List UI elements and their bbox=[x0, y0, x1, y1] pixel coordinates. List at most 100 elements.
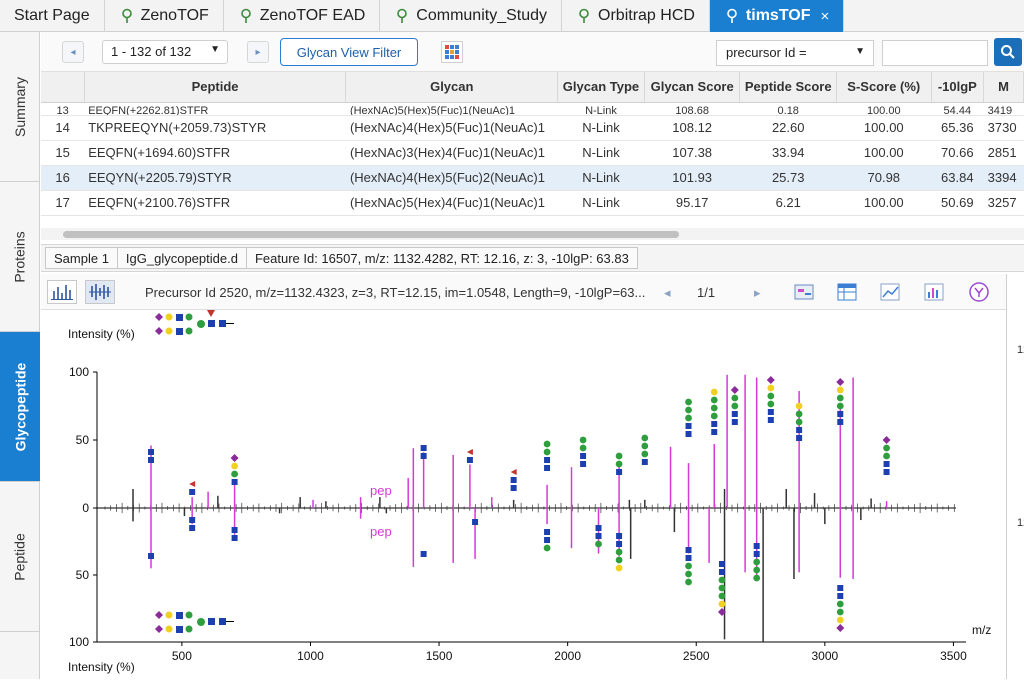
tab-start-page[interactable]: Start Page bbox=[0, 0, 105, 32]
export-icon[interactable] bbox=[793, 281, 815, 303]
table-cell: 101.93 bbox=[644, 165, 740, 191]
line-chart-icon[interactable] bbox=[879, 281, 901, 303]
glycan-hex-glyph bbox=[685, 406, 692, 414]
glycan-hexnac-glyph bbox=[796, 427, 803, 433]
x-tick-label: 500 bbox=[172, 649, 192, 663]
breadcrumb-file[interactable]: IgG_glycopeptide.d bbox=[116, 247, 247, 269]
close-icon[interactable]: × bbox=[820, 7, 830, 25]
table-row[interactable]: 16 EEQYN(+2205.79)STYR (HexNAc)4(Hex)5(Fuc… bbox=[41, 165, 1024, 191]
search-button[interactable] bbox=[994, 38, 1022, 66]
glycan-hex-glyph bbox=[185, 327, 193, 335]
document-tab-bar: Start Page ZenoTOF ZenoTOF EAD Community_St… bbox=[0, 0, 1024, 32]
glycan-hexnac-glyph bbox=[685, 431, 692, 437]
table-cell: TKPREEQYN(+2059.73)STYR bbox=[84, 115, 346, 141]
column-header-mass[interactable]: M bbox=[983, 72, 1024, 103]
glycan-hex-glyph bbox=[641, 442, 649, 450]
x-tick-label: 2500 bbox=[683, 649, 710, 663]
glycan-hexnac-glyph bbox=[231, 535, 238, 541]
y-tick-label: 0 bbox=[82, 501, 89, 515]
page-range-select[interactable]: 1 - 132 of 132 ▼ bbox=[102, 40, 228, 64]
column-header-glycan[interactable]: Glycan bbox=[345, 72, 559, 103]
column-header-glycan-score[interactable]: Glycan Score bbox=[644, 72, 741, 103]
glycan-hex-glyph bbox=[767, 400, 775, 408]
glycan-hex-glyph bbox=[165, 313, 173, 321]
column-header-index[interactable] bbox=[41, 72, 85, 103]
glycan-hexnac-glyph bbox=[189, 525, 196, 531]
spectrum-previous-button[interactable]: ◂ bbox=[664, 285, 671, 300]
side-tab-peptide[interactable]: Peptide bbox=[0, 482, 40, 632]
table-view-icon[interactable] bbox=[836, 281, 858, 303]
table-row[interactable]: 17 EEQFN(+2100.76)STFR (HexNAc)5(Hex)4(Fuc… bbox=[41, 190, 1024, 216]
search-field-value: precursor Id = bbox=[726, 45, 807, 60]
table-row[interactable]: 14 TKPREEQYN(+2059.73)STYR (HexNAc)4(Hex)5… bbox=[41, 115, 1024, 141]
spectrum-plot[interactable]: 100 50 0 50 100 500 1000 1500 2000 2500 3000 3500 m/… bbox=[41, 310, 1006, 679]
side-tab-proteins[interactable]: Proteins bbox=[0, 182, 40, 332]
column-header-s-score[interactable]: S-Score (%) bbox=[836, 72, 932, 103]
glycan-neuac-glyph bbox=[836, 624, 845, 632]
side-tab-glycopeptide-label: Glycopeptide bbox=[12, 362, 28, 451]
table-row[interactable]: 15 EEQFN(+1694.60)STFR (HexNAc)3(Hex)4(Fuc… bbox=[41, 140, 1024, 166]
bar-chart-icon[interactable] bbox=[923, 281, 945, 303]
glycan-hex-glyph bbox=[836, 608, 844, 616]
glycan-hex-glyph bbox=[710, 412, 718, 420]
previous-page-button[interactable]: ◂ bbox=[62, 41, 84, 63]
glycan-hex-glyph bbox=[543, 448, 551, 456]
glycan-hexnac-glyph bbox=[189, 489, 196, 495]
glycan-hexnac-glyph bbox=[510, 477, 517, 483]
pin-icon bbox=[121, 8, 132, 23]
tab-orbitrap-hcd[interactable]: Orbitrap HCD bbox=[562, 0, 710, 32]
scrollbar-thumb[interactable] bbox=[63, 231, 679, 238]
x-axis-label: m/z bbox=[972, 623, 991, 637]
glycan-hexnac-glyph bbox=[189, 517, 196, 523]
glycan-hex-glyph bbox=[718, 576, 726, 584]
search-input[interactable] bbox=[882, 40, 988, 66]
pin-icon bbox=[579, 8, 589, 23]
table-header-row: Peptide Glycan Glycan Type Glycan Score … bbox=[41, 72, 1024, 103]
glycan-hexnac-glyph bbox=[796, 435, 803, 441]
glycan-hex-glyph bbox=[836, 386, 844, 394]
tab-label: ZenoTOF EAD bbox=[259, 7, 366, 24]
side-tab-glycopeptide[interactable]: Glycopeptide bbox=[0, 332, 40, 482]
breadcrumb-sample[interactable]: Sample 1 bbox=[45, 247, 118, 269]
table-horizontal-scrollbar[interactable] bbox=[41, 228, 1024, 240]
column-chooser-icon[interactable] bbox=[441, 41, 463, 63]
table-row[interactable]: 13 EEQFN(+2262.81)STFR (HexNAc)5(Hex)5(Fuc… bbox=[41, 102, 1024, 116]
tab-label: timsTOF bbox=[745, 7, 811, 24]
table-cell: 70.98 bbox=[836, 165, 931, 191]
breadcrumb-feature[interactable]: Feature Id: 16507, m/z: 1132.4282, RT: 1… bbox=[245, 247, 638, 269]
tab-zenotof-ead[interactable]: ZenoTOF EAD bbox=[224, 0, 381, 32]
glycan-hexnac-glyph bbox=[685, 547, 692, 553]
y-tick-label: 100 bbox=[69, 365, 89, 379]
glycan-neuac-glyph bbox=[836, 378, 845, 386]
glycan-view-filter-button[interactable]: Glycan View Filter bbox=[280, 38, 418, 66]
table-cell: 100.00 bbox=[836, 140, 931, 166]
table-cell: 107.38 bbox=[644, 140, 740, 166]
column-header-peptide[interactable]: Peptide bbox=[84, 72, 347, 103]
next-page-button[interactable]: ▸ bbox=[247, 41, 269, 63]
glycan-hexnac-glyph bbox=[466, 457, 473, 463]
side-tab-summary[interactable]: Summary bbox=[0, 32, 40, 182]
spectrum-view-button[interactable] bbox=[47, 280, 77, 304]
tab-zenotof[interactable]: ZenoTOF bbox=[105, 0, 224, 32]
y-axis-label-top: Intensity (%) bbox=[68, 327, 135, 341]
mirror-view-button[interactable] bbox=[85, 280, 115, 304]
column-header-glycan-type[interactable]: Glycan Type bbox=[557, 72, 645, 103]
glycan-hexnac-glyph bbox=[753, 543, 760, 549]
glycan-neuac-glyph bbox=[155, 313, 163, 321]
peak-annotation: pep bbox=[370, 524, 392, 539]
table-cell: 15 bbox=[41, 140, 85, 166]
column-header-peptide-score[interactable]: Peptide Score bbox=[739, 72, 838, 103]
tab-community-study[interactable]: Community_Study bbox=[380, 0, 563, 32]
spectrum-next-button[interactable]: ▸ bbox=[754, 285, 761, 300]
tab-timstof[interactable]: timsTOF × bbox=[709, 0, 845, 32]
side-tab-strip: Summary Proteins Glycopeptide Peptide bbox=[0, 32, 40, 679]
table-toolbar: ◂ 1 - 132 of 132 ▼ ▸ Glycan View Filter … bbox=[41, 32, 1024, 72]
glycan-hex-glyph bbox=[165, 327, 173, 335]
x-tick-label: 1000 bbox=[297, 649, 324, 663]
search-field-select[interactable]: precursor Id = ▼ bbox=[716, 40, 874, 66]
glycan-hex-glyph bbox=[595, 540, 602, 548]
right-panel-tick: 12 bbox=[1017, 517, 1024, 529]
glycan-settings-icon[interactable] bbox=[968, 281, 990, 303]
column-header-10lgp[interactable]: -10lgP bbox=[931, 72, 985, 103]
